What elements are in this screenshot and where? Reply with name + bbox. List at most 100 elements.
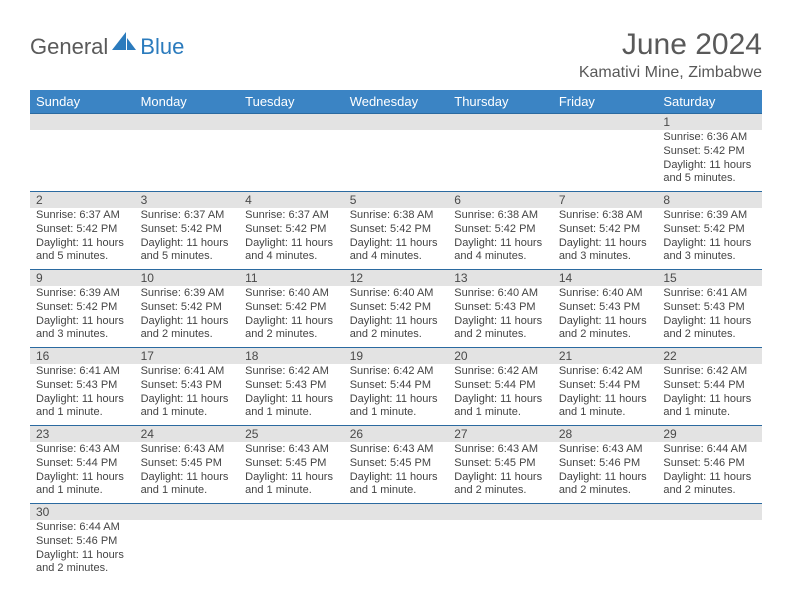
calendar-day-cell: 5Sunrise: 6:38 AMSunset: 5:42 PMDaylight…	[344, 192, 449, 270]
day-number: 12	[344, 270, 449, 286]
day-number	[135, 504, 240, 520]
day-number: 4	[239, 192, 344, 208]
day-detail-line: Sunset: 5:46 PM	[36, 535, 129, 549]
day-detail-line: Sunset: 5:42 PM	[36, 223, 129, 237]
day-details: Sunrise: 6:43 AMSunset: 5:45 PMDaylight:…	[135, 442, 240, 502]
day-detail-line: Sunset: 5:43 PM	[663, 301, 756, 315]
day-number: 29	[657, 426, 762, 442]
day-header-row: Sunday Monday Tuesday Wednesday Thursday…	[30, 90, 762, 114]
month-title: June 2024	[579, 28, 762, 62]
day-detail-line: Sunset: 5:46 PM	[663, 457, 756, 471]
day-detail-line: Daylight: 11 hours and 3 minutes.	[36, 315, 129, 343]
day-number	[448, 114, 553, 130]
day-detail-line: Sunrise: 6:39 AM	[36, 287, 129, 301]
day-detail-line: Sunrise: 6:41 AM	[663, 287, 756, 301]
day-detail-line: Daylight: 11 hours and 2 minutes.	[663, 471, 756, 499]
day-detail-line: Daylight: 11 hours and 1 minute.	[36, 393, 129, 421]
calendar-day-cell: 25Sunrise: 6:43 AMSunset: 5:45 PMDayligh…	[239, 426, 344, 504]
day-detail-line: Sunrise: 6:40 AM	[245, 287, 338, 301]
calendar-day-cell	[553, 114, 658, 192]
page-header: General Blue June 2024 Kamativi Mine, Zi…	[30, 28, 762, 82]
day-number: 22	[657, 348, 762, 364]
calendar-day-cell: 7Sunrise: 6:38 AMSunset: 5:42 PMDaylight…	[553, 192, 658, 270]
day-detail-line: Daylight: 11 hours and 2 minutes.	[141, 315, 234, 343]
calendar-day-cell: 18Sunrise: 6:42 AMSunset: 5:43 PMDayligh…	[239, 348, 344, 426]
calendar-week-row: 1Sunrise: 6:36 AMSunset: 5:42 PMDaylight…	[30, 114, 762, 192]
calendar-day-cell: 4Sunrise: 6:37 AMSunset: 5:42 PMDaylight…	[239, 192, 344, 270]
day-number	[30, 114, 135, 130]
day-number	[239, 504, 344, 520]
day-detail-line: Sunrise: 6:37 AM	[141, 209, 234, 223]
calendar-day-cell	[30, 114, 135, 192]
calendar-day-cell: 22Sunrise: 6:42 AMSunset: 5:44 PMDayligh…	[657, 348, 762, 426]
day-detail-line: Sunset: 5:44 PM	[663, 379, 756, 393]
calendar-day-cell: 1Sunrise: 6:36 AMSunset: 5:42 PMDaylight…	[657, 114, 762, 192]
day-detail-line: Sunset: 5:44 PM	[454, 379, 547, 393]
calendar-day-cell: 8Sunrise: 6:39 AMSunset: 5:42 PMDaylight…	[657, 192, 762, 270]
day-detail-line: Sunrise: 6:42 AM	[663, 365, 756, 379]
day-details: Sunrise: 6:40 AMSunset: 5:43 PMDaylight:…	[448, 286, 553, 346]
day-detail-line: Sunrise: 6:44 AM	[36, 521, 129, 535]
day-detail-line: Daylight: 11 hours and 1 minute.	[36, 471, 129, 499]
day-detail-line: Sunrise: 6:42 AM	[245, 365, 338, 379]
day-details: Sunrise: 6:40 AMSunset: 5:43 PMDaylight:…	[553, 286, 658, 346]
day-number	[135, 114, 240, 130]
day-detail-line: Sunrise: 6:43 AM	[141, 443, 234, 457]
day-number: 1	[657, 114, 762, 130]
calendar-day-cell	[448, 114, 553, 192]
day-details: Sunrise: 6:38 AMSunset: 5:42 PMDaylight:…	[448, 208, 553, 268]
calendar-day-cell: 3Sunrise: 6:37 AMSunset: 5:42 PMDaylight…	[135, 192, 240, 270]
day-detail-line: Daylight: 11 hours and 2 minutes.	[454, 315, 547, 343]
day-header: Tuesday	[239, 90, 344, 114]
day-detail-line: Sunrise: 6:38 AM	[559, 209, 652, 223]
day-detail-line: Daylight: 11 hours and 1 minute.	[245, 471, 338, 499]
day-detail-line: Sunrise: 6:37 AM	[36, 209, 129, 223]
day-number	[344, 504, 449, 520]
calendar-day-cell	[448, 504, 553, 582]
day-detail-line: Sunset: 5:42 PM	[141, 301, 234, 315]
calendar-day-cell	[239, 114, 344, 192]
calendar-page: General Blue June 2024 Kamativi Mine, Zi…	[0, 0, 792, 582]
sail-icon	[112, 32, 138, 52]
day-detail-line: Sunrise: 6:38 AM	[350, 209, 443, 223]
day-detail-line: Sunset: 5:43 PM	[36, 379, 129, 393]
day-details: Sunrise: 6:42 AMSunset: 5:44 PMDaylight:…	[657, 364, 762, 424]
day-details: Sunrise: 6:42 AMSunset: 5:43 PMDaylight:…	[239, 364, 344, 424]
day-detail-line: Sunset: 5:42 PM	[350, 301, 443, 315]
day-number: 18	[239, 348, 344, 364]
day-number: 5	[344, 192, 449, 208]
day-detail-line: Sunset: 5:42 PM	[141, 223, 234, 237]
day-detail-line: Daylight: 11 hours and 4 minutes.	[245, 237, 338, 265]
day-detail-line: Daylight: 11 hours and 2 minutes.	[454, 471, 547, 499]
day-detail-line: Daylight: 11 hours and 5 minutes.	[36, 237, 129, 265]
calendar-day-cell	[135, 114, 240, 192]
calendar-day-cell	[239, 504, 344, 582]
day-detail-line: Sunrise: 6:43 AM	[454, 443, 547, 457]
day-details: Sunrise: 6:37 AMSunset: 5:42 PMDaylight:…	[30, 208, 135, 268]
brand-logo: General Blue	[30, 34, 184, 60]
day-detail-line: Sunrise: 6:40 AM	[350, 287, 443, 301]
day-number: 14	[553, 270, 658, 286]
calendar-day-cell: 2Sunrise: 6:37 AMSunset: 5:42 PMDaylight…	[30, 192, 135, 270]
day-details: Sunrise: 6:40 AMSunset: 5:42 PMDaylight:…	[344, 286, 449, 346]
day-details: Sunrise: 6:36 AMSunset: 5:42 PMDaylight:…	[657, 130, 762, 190]
calendar-week-row: 9Sunrise: 6:39 AMSunset: 5:42 PMDaylight…	[30, 270, 762, 348]
day-detail-line: Sunrise: 6:43 AM	[36, 443, 129, 457]
title-block: June 2024 Kamativi Mine, Zimbabwe	[579, 28, 762, 82]
day-detail-line: Sunset: 5:42 PM	[245, 301, 338, 315]
day-detail-line: Daylight: 11 hours and 2 minutes.	[245, 315, 338, 343]
day-header: Sunday	[30, 90, 135, 114]
day-detail-line: Daylight: 11 hours and 5 minutes.	[141, 237, 234, 265]
calendar-day-cell	[344, 504, 449, 582]
day-detail-line: Sunset: 5:42 PM	[454, 223, 547, 237]
day-detail-line: Sunset: 5:45 PM	[141, 457, 234, 471]
day-number: 11	[239, 270, 344, 286]
day-detail-line: Sunrise: 6:41 AM	[36, 365, 129, 379]
day-detail-line: Sunrise: 6:40 AM	[454, 287, 547, 301]
day-details: Sunrise: 6:42 AMSunset: 5:44 PMDaylight:…	[553, 364, 658, 424]
calendar-day-cell: 24Sunrise: 6:43 AMSunset: 5:45 PMDayligh…	[135, 426, 240, 504]
day-number: 25	[239, 426, 344, 442]
day-detail-line: Daylight: 11 hours and 2 minutes.	[559, 471, 652, 499]
calendar-day-cell: 11Sunrise: 6:40 AMSunset: 5:42 PMDayligh…	[239, 270, 344, 348]
day-details: Sunrise: 6:39 AMSunset: 5:42 PMDaylight:…	[30, 286, 135, 346]
